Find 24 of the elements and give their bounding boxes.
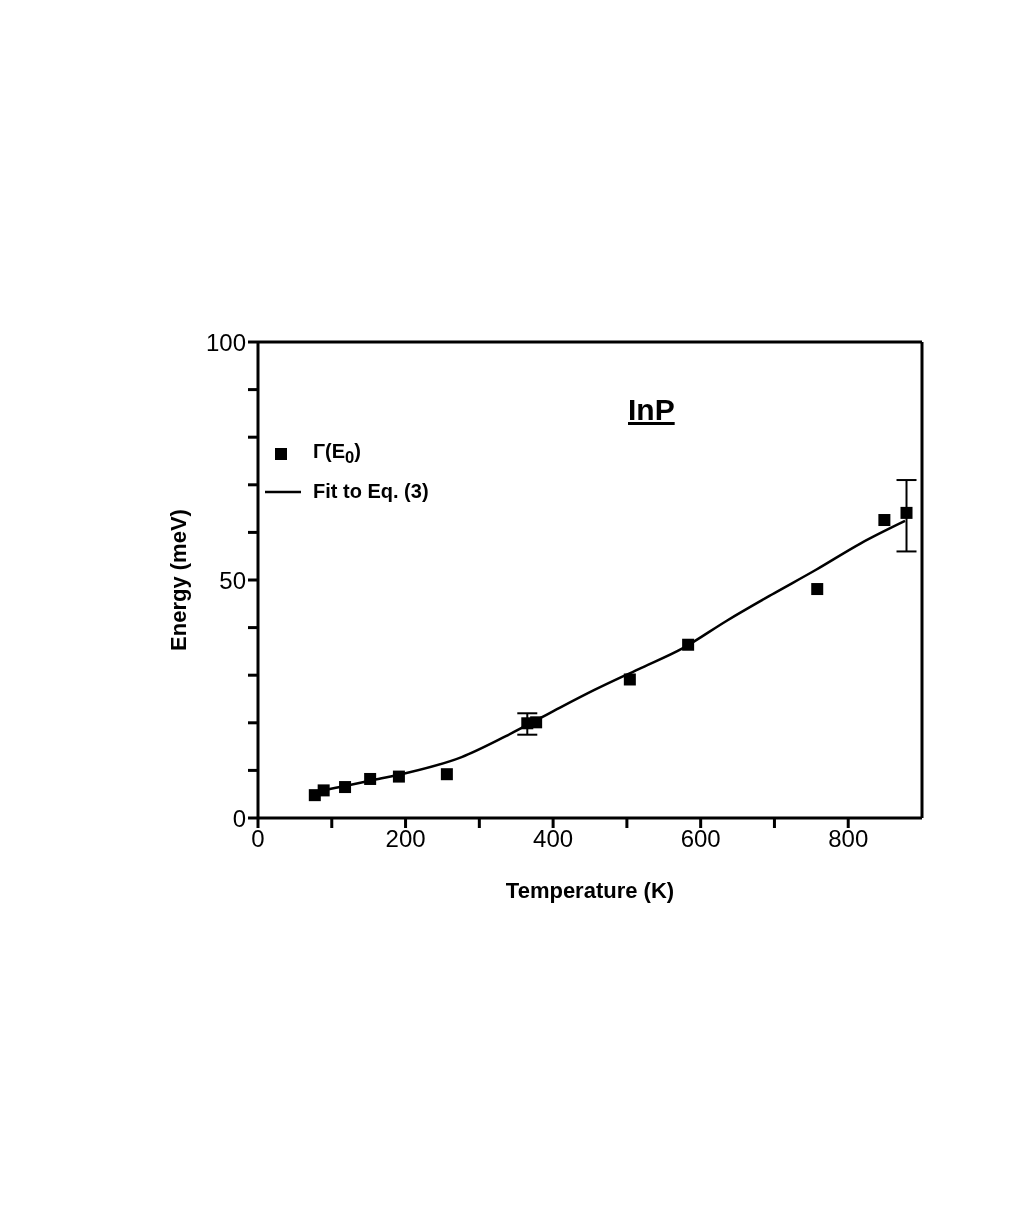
point — [623, 673, 636, 686]
point — [878, 514, 891, 527]
x-tick-label: 0 — [251, 825, 265, 853]
point — [811, 583, 824, 596]
point — [682, 638, 695, 651]
x-tick-label: 400 — [533, 825, 574, 853]
x-tick-label: 600 — [680, 825, 721, 853]
y-tick-label: 100 — [205, 328, 246, 356]
point — [900, 506, 913, 519]
annotation: InP — [628, 393, 675, 427]
y-tick-label: 0 — [232, 804, 246, 832]
point — [392, 770, 405, 783]
x-tick-label: 200 — [385, 825, 426, 853]
legend-label: Γ(E$_{0}$) — [313, 440, 361, 468]
x-axis-title: Temperature (K) — [505, 878, 675, 903]
point — [530, 716, 543, 729]
legend-label: Fit to Eq. (3) — [313, 480, 429, 503]
point — [339, 781, 352, 794]
x-tick-label: 800 — [828, 825, 869, 853]
point — [317, 784, 330, 797]
point — [440, 768, 453, 781]
y-axis-title: Energy (meV) — [165, 509, 191, 651]
point — [364, 772, 377, 785]
y-tick-label: 50 — [219, 566, 246, 594]
